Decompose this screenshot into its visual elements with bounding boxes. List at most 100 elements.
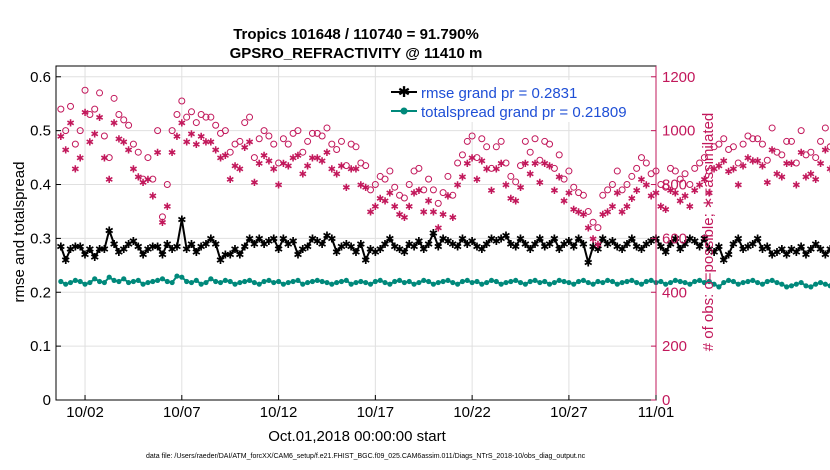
obs-assimilated-point: ✱ bbox=[158, 218, 166, 229]
rmse-point: ✱ bbox=[322, 230, 331, 243]
obs-assimilated-point: ✱ bbox=[507, 194, 515, 205]
rmse-point: ✱ bbox=[753, 232, 762, 245]
obs-assimilated-point: ✱ bbox=[323, 148, 331, 159]
obs-possible-point bbox=[454, 159, 462, 167]
obs-possible-point bbox=[71, 140, 79, 148]
obs-possible-point bbox=[705, 167, 713, 175]
totalspread-point bbox=[58, 278, 64, 285]
obs-possible-point bbox=[686, 181, 694, 189]
totalspread-point bbox=[179, 274, 185, 280]
obs-possible-point bbox=[560, 175, 568, 183]
totalspread-point bbox=[232, 281, 238, 287]
obs-assimilated-point: ✱ bbox=[197, 132, 205, 143]
obs-possible-point bbox=[826, 143, 830, 151]
totalspread-point bbox=[706, 278, 712, 285]
obs-assimilated-point: ✱ bbox=[236, 164, 244, 175]
obs-assimilated-point: ✱ bbox=[782, 159, 790, 170]
rmse-point: ✱ bbox=[327, 232, 336, 245]
totalspread-point bbox=[605, 277, 611, 284]
obs-assimilated-point: ✱ bbox=[487, 186, 495, 197]
totalspread-point bbox=[474, 278, 480, 285]
obs-assimilated-point: ✱ bbox=[250, 178, 258, 189]
obs-assimilated-point: ✱ bbox=[153, 148, 161, 159]
obs-possible-point bbox=[139, 175, 147, 183]
obs-assimilated-point: ✱ bbox=[608, 202, 616, 213]
rmse-point: ✱ bbox=[661, 246, 670, 259]
rmse-point: ✱ bbox=[264, 235, 273, 248]
obs-possible-point bbox=[207, 113, 215, 121]
rmse-point: ✱ bbox=[274, 243, 283, 256]
totalspread-point bbox=[658, 278, 664, 285]
obs-possible-point bbox=[821, 124, 829, 132]
rmse-point: ✱ bbox=[76, 240, 85, 253]
totalspread-point bbox=[561, 278, 567, 285]
obs-assimilated-point: ✱ bbox=[376, 194, 384, 205]
totalspread-point bbox=[701, 279, 707, 286]
obs-possible-point bbox=[110, 94, 118, 102]
rmse-point: ✱ bbox=[642, 238, 651, 251]
obs-possible-point bbox=[154, 127, 162, 135]
obs-assimilated-point: ✱ bbox=[81, 108, 89, 119]
obs-assimilated-point: ✱ bbox=[255, 159, 263, 170]
y2-tick-label: 200 bbox=[662, 338, 687, 355]
obs-possible-point bbox=[168, 127, 176, 135]
rmse-point: ✱ bbox=[245, 232, 254, 245]
obs-assimilated-point: ✱ bbox=[632, 186, 640, 197]
obs-possible-point bbox=[589, 218, 597, 226]
obs-assimilated-point: ✱ bbox=[357, 181, 365, 192]
rmse-point: ✱ bbox=[463, 238, 472, 251]
totalspread-point bbox=[692, 278, 698, 285]
legend: ✱ rmse grand pr = 0.2831 totalspread gra… bbox=[387, 80, 650, 122]
obs-possible-point bbox=[100, 132, 108, 140]
totalspread-point bbox=[745, 278, 751, 285]
obs-possible-point bbox=[187, 108, 195, 116]
totalspread-point bbox=[609, 278, 616, 285]
y-tick-label: 0.5 bbox=[30, 123, 51, 140]
obs-possible-point bbox=[729, 143, 737, 151]
totalspread-series bbox=[58, 273, 830, 290]
obs-possible-point bbox=[342, 162, 350, 170]
totalspread-point bbox=[643, 278, 649, 285]
totalspread-point bbox=[217, 279, 224, 286]
rmse-point: ✱ bbox=[676, 243, 685, 256]
rmse-point: ✱ bbox=[816, 243, 825, 256]
obs-assimilated-point: ✱ bbox=[753, 156, 761, 167]
obs-possible-point bbox=[512, 178, 520, 186]
obs-assimilated-point: ✱ bbox=[120, 137, 128, 148]
obs-possible-point bbox=[352, 143, 360, 151]
totalspread-point bbox=[464, 277, 470, 284]
totalspread-point bbox=[72, 277, 78, 284]
totalspread-point bbox=[348, 281, 354, 287]
obs-assimilated-point: ✱ bbox=[807, 170, 815, 181]
totalspread-point bbox=[309, 278, 316, 285]
obs-possible-point bbox=[618, 186, 626, 194]
rmse-point: ✱ bbox=[85, 243, 94, 256]
y-tick-label: 0.1 bbox=[30, 338, 51, 355]
obs-assimilated-point: ✱ bbox=[61, 146, 69, 157]
totalspread-point bbox=[77, 278, 83, 285]
obs-possible-point bbox=[323, 124, 331, 132]
rmse-point: ✱ bbox=[230, 243, 239, 256]
obs-assimilated-point: ✱ bbox=[241, 143, 249, 154]
obs-possible-point bbox=[463, 137, 471, 145]
obs-possible-point bbox=[270, 140, 278, 148]
obs-possible-point bbox=[163, 181, 171, 189]
rmse-point: ✱ bbox=[569, 240, 578, 253]
totalspread-point bbox=[285, 279, 291, 286]
obs-assimilated-point: ✱ bbox=[647, 191, 655, 202]
rmse-point: ✱ bbox=[279, 232, 288, 245]
obs-assimilated-point: ✱ bbox=[86, 137, 94, 148]
rmse-point: ✱ bbox=[613, 240, 622, 253]
rmse-point: ✱ bbox=[690, 235, 699, 248]
rmse-point: ✱ bbox=[424, 238, 433, 251]
rmse-point: ✱ bbox=[535, 232, 544, 245]
rmse-point: ✱ bbox=[506, 238, 515, 251]
obs-assimilated-point: ✱ bbox=[729, 164, 737, 175]
obs-possible-point bbox=[517, 162, 525, 170]
rmse-point: ✱ bbox=[647, 235, 656, 248]
rmse-point: ✱ bbox=[734, 232, 743, 245]
totalspread-point bbox=[358, 278, 364, 285]
totalspread-point bbox=[648, 277, 654, 284]
obs-assimilated-point: ✱ bbox=[318, 156, 326, 167]
